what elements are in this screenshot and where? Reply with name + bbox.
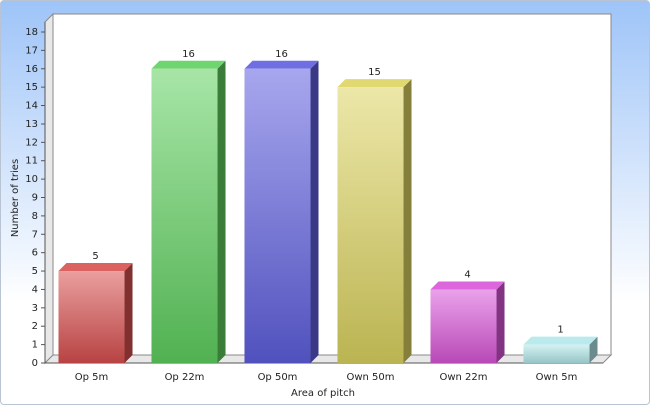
data-label: 5 [92,251,98,262]
y-tick-label: 3 [32,303,38,314]
y-tick-label: 10 [25,174,38,185]
y-tick-label: 17 [25,45,38,56]
y-tick-label: 11 [25,156,38,167]
bar-top [523,336,598,345]
bar-top [58,263,133,272]
x-tick-label: Own 5m [536,372,578,383]
data-label: 1 [557,325,563,336]
y-tick-label: 2 [32,321,38,332]
y-tick-label: 6 [32,248,38,259]
bar-side [403,79,412,364]
x-tick-label: Own 50m [346,372,394,383]
left-wall [44,12,54,365]
y-tick-label: 7 [32,229,38,240]
bar-top [244,60,319,69]
y-tick-label: 1 [32,340,38,351]
data-label: 16 [182,49,195,60]
y-tick-label: 14 [25,101,38,112]
bar [58,271,125,363]
x-axis-title: Area of pitch [291,388,355,399]
y-tick-label: 16 [25,64,38,75]
y-tick-label: 18 [25,27,38,38]
bar-side [124,263,133,363]
data-label: 15 [368,67,381,78]
bar-side [589,336,598,363]
x-tick-label: Op 5m [75,372,109,383]
x-tick-label: Own 22m [439,372,487,383]
y-tick-label: 12 [25,137,38,148]
bar-side [217,60,226,364]
bar [523,344,590,363]
bar [430,289,497,363]
y-tick-label: 5 [32,266,38,277]
y-tick-label: 9 [32,193,38,204]
y-tick-label: 4 [32,284,38,295]
x-tick-label: Op 22m [165,372,205,383]
bar-top [337,79,412,88]
bar-top [151,60,226,69]
bar-side [310,60,319,364]
y-tick-label: 13 [25,119,38,130]
bar [151,68,218,364]
y-tick-label: 0 [32,358,38,369]
x-tick-label: Op 50m [258,372,298,383]
y-tick-label: 8 [32,211,38,222]
data-label: 16 [275,49,288,60]
y-tick-label: 15 [25,82,38,93]
bar-side [496,281,505,363]
back-wall [52,13,612,356]
bar [244,68,311,364]
y-axis-title: Number of tries [10,159,21,237]
data-label: 4 [464,269,470,280]
bar-top [430,281,505,290]
bar [337,87,404,364]
